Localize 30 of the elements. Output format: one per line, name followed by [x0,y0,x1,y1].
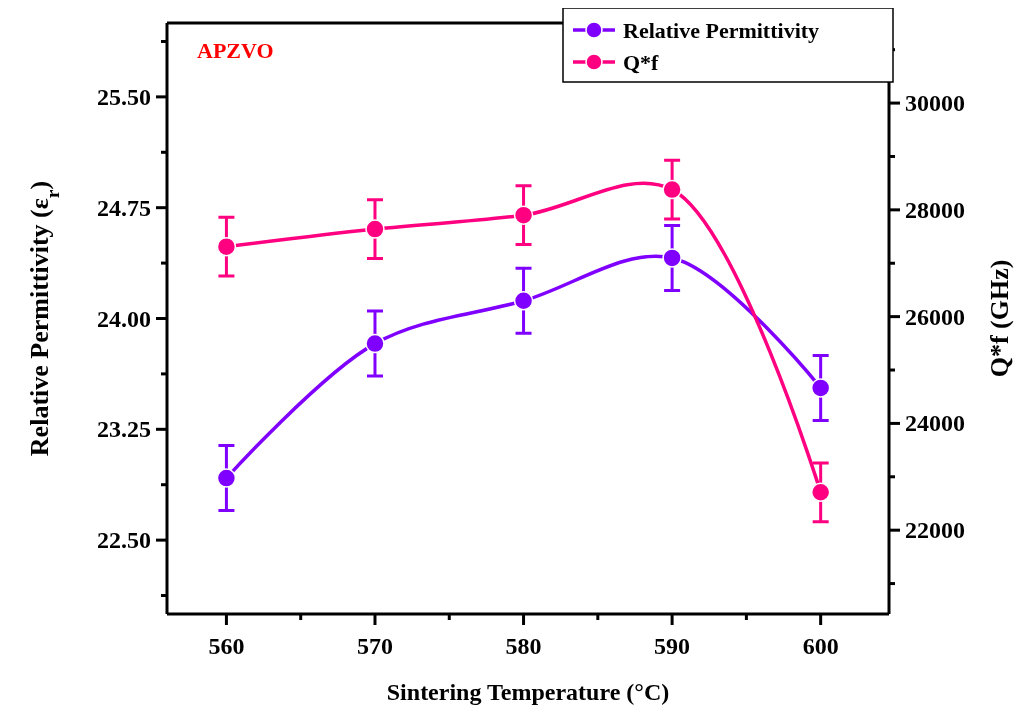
y2-tick-label: 28000 [905,196,965,223]
x-axis-title: Sintering Temperature (°C) [386,679,670,705]
y2-axis-title: Q*f (GHz) [985,259,1014,378]
point [216,468,237,488]
point [810,482,831,503]
point [513,291,534,311]
legend-label: Q*f [623,50,660,75]
point [216,236,237,257]
y-tick-label: 25.50 [97,83,151,110]
y2-tick-label: 26000 [905,303,965,330]
y-tick-label: 24.75 [97,194,151,221]
point [513,205,534,225]
y2-tick-label: 24000 [905,410,965,437]
x-tick-label: 560 [208,633,245,659]
point [365,333,385,354]
point [662,179,682,200]
y2-tick-label: 30000 [905,90,965,117]
point [662,248,682,268]
x-tick-label: 580 [505,633,542,659]
x-tick-label: 600 [802,633,839,659]
y-tick-label: 23.25 [97,416,151,443]
point [365,219,385,239]
point [810,378,831,398]
annotation: APZVO [197,38,274,63]
legend-label: Relative Permittivity [623,18,820,43]
y-tick-label: 24.00 [97,305,151,332]
x-tick-label: 570 [356,633,393,659]
y-tick-label: 22.50 [97,527,151,554]
y2-tick-label: 22000 [905,517,965,544]
x-tick-label: 590 [654,633,691,659]
